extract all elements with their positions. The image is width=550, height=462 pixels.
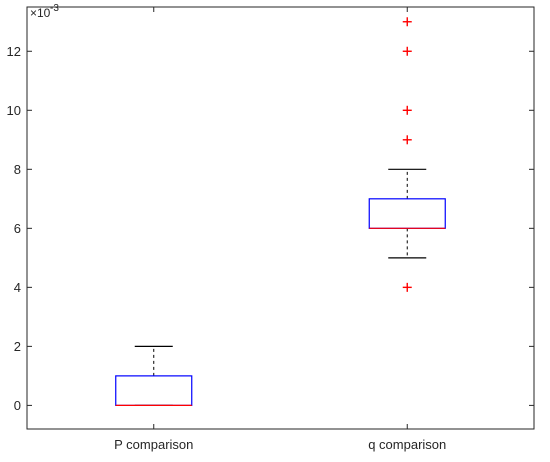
y-axis: 0 2 4 6 8 10 12 xyxy=(7,44,534,413)
y-tick-label: 6 xyxy=(14,221,21,236)
plot-background xyxy=(27,7,534,429)
y-multiplier-label: ×10 xyxy=(30,6,51,20)
x-category-label: P comparison xyxy=(114,437,193,452)
outlier-point xyxy=(402,105,412,115)
outlier-point xyxy=(402,135,412,145)
outlier-point xyxy=(402,17,412,27)
plot-frame xyxy=(26,6,535,430)
y-tick-label: 2 xyxy=(14,339,21,354)
y-tick-label: 10 xyxy=(7,103,21,118)
outlier-point xyxy=(402,282,412,292)
outlier-point xyxy=(402,46,412,56)
x-category-label: q comparison xyxy=(368,437,446,452)
y-multiplier-exponent: -3 xyxy=(50,3,59,14)
y-tick-label: 8 xyxy=(14,162,21,177)
y-tick-label: 12 xyxy=(7,44,21,59)
y-tick-label: 4 xyxy=(14,280,21,295)
x-axis: P comparison q comparison xyxy=(114,7,446,452)
chart-marks xyxy=(115,17,446,406)
y-tick-label: 0 xyxy=(14,398,21,413)
